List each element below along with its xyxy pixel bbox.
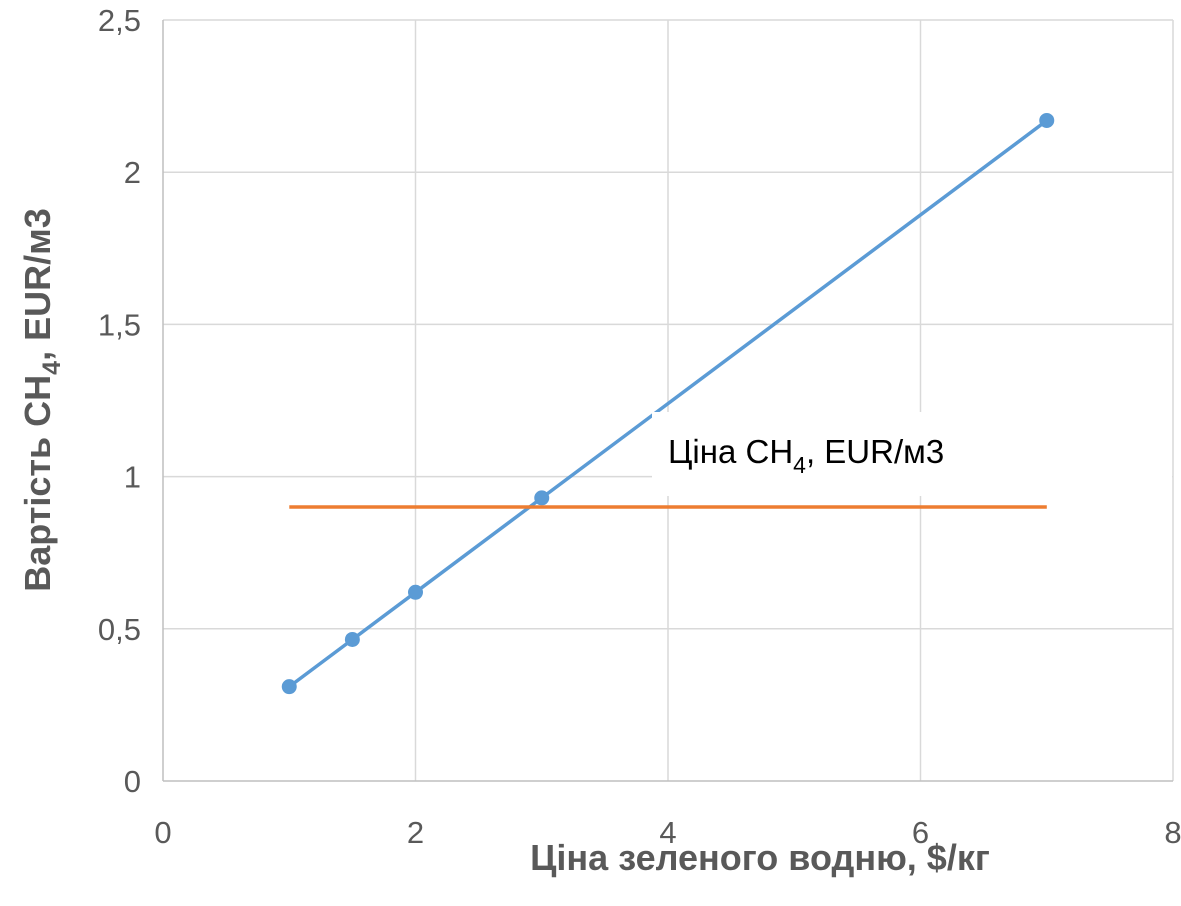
annotation-background xyxy=(652,412,1172,496)
axes xyxy=(162,20,1173,782)
y-axis-title-subscript: 4 xyxy=(38,361,66,375)
annotation-subscript: 4 xyxy=(793,452,806,478)
data-point xyxy=(534,490,550,506)
x-tick-label: 4 xyxy=(659,815,676,850)
y-tick-label: 0 xyxy=(124,764,141,799)
y-tick-label: 1 xyxy=(124,460,141,495)
y-axis-title: Вартість CH4, EUR/м3 xyxy=(17,208,66,592)
data-point xyxy=(408,584,423,600)
y-axis-title-main: Вартість CH xyxy=(17,375,58,592)
x-tick-label: 0 xyxy=(154,815,171,850)
y-tick-label: 1,5 xyxy=(98,307,141,342)
x-tick-label: 6 xyxy=(912,815,929,850)
data-point xyxy=(1039,112,1055,128)
annotation-main: Ціна CH xyxy=(668,433,793,470)
plot-area xyxy=(281,112,1055,695)
annotation-tail: , EUR/м3 xyxy=(806,433,944,470)
x-tick-label: 8 xyxy=(1164,815,1181,850)
grid xyxy=(163,19,1174,781)
y-tick-label: 0,5 xyxy=(98,612,141,647)
data-point xyxy=(344,631,360,647)
y-axis-title-tail: , EUR/м3 xyxy=(17,208,58,361)
data-point xyxy=(281,679,297,695)
x-tick-label: 2 xyxy=(407,815,424,850)
y-tick-label: 2 xyxy=(124,155,141,190)
tick-labels: 0 0,5 1 1,5 2 2,5 0 2 4 6 8 xyxy=(98,3,1181,850)
series-annotation: Ціна CH4, EUR/м3 xyxy=(668,433,944,478)
y-tick-label: 2,5 xyxy=(98,3,141,38)
x-axis-title: Ціна зеленого водню, $/кг xyxy=(530,837,990,878)
